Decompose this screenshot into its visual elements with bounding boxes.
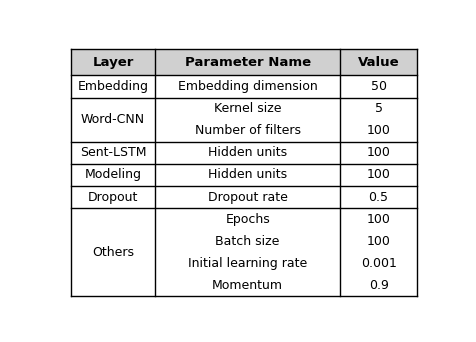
- Text: 100: 100: [367, 146, 390, 159]
- Text: 100: 100: [367, 235, 390, 248]
- Text: Kernel size: Kernel size: [214, 102, 281, 115]
- Text: Hidden units: Hidden units: [208, 168, 287, 181]
- Text: Parameter Name: Parameter Name: [185, 56, 311, 69]
- Text: 5: 5: [375, 102, 383, 115]
- Text: Embedding: Embedding: [78, 80, 149, 93]
- Text: 100: 100: [367, 213, 390, 226]
- Bar: [70, 49, 417, 76]
- Text: Modeling: Modeling: [85, 168, 141, 181]
- Text: Epochs: Epochs: [225, 213, 270, 226]
- Text: Dropout: Dropout: [88, 190, 138, 203]
- Text: 50: 50: [371, 80, 387, 93]
- Text: Hidden units: Hidden units: [208, 146, 287, 159]
- Text: 0.5: 0.5: [368, 190, 388, 203]
- Text: Others: Others: [92, 246, 134, 259]
- Text: Batch size: Batch size: [216, 235, 280, 248]
- Text: 0.9: 0.9: [368, 279, 388, 292]
- Text: Number of filters: Number of filters: [195, 124, 301, 137]
- Text: Sent-LSTM: Sent-LSTM: [80, 146, 146, 159]
- Text: Value: Value: [358, 56, 399, 69]
- Text: 0.001: 0.001: [361, 257, 397, 270]
- Text: 100: 100: [367, 124, 390, 137]
- Text: Momentum: Momentum: [212, 279, 283, 292]
- Text: Layer: Layer: [92, 56, 134, 69]
- Text: Word-CNN: Word-CNN: [81, 113, 145, 126]
- Text: Dropout rate: Dropout rate: [208, 190, 288, 203]
- Text: Embedding dimension: Embedding dimension: [178, 80, 317, 93]
- Text: 100: 100: [367, 168, 390, 181]
- Text: Initial learning rate: Initial learning rate: [188, 257, 307, 270]
